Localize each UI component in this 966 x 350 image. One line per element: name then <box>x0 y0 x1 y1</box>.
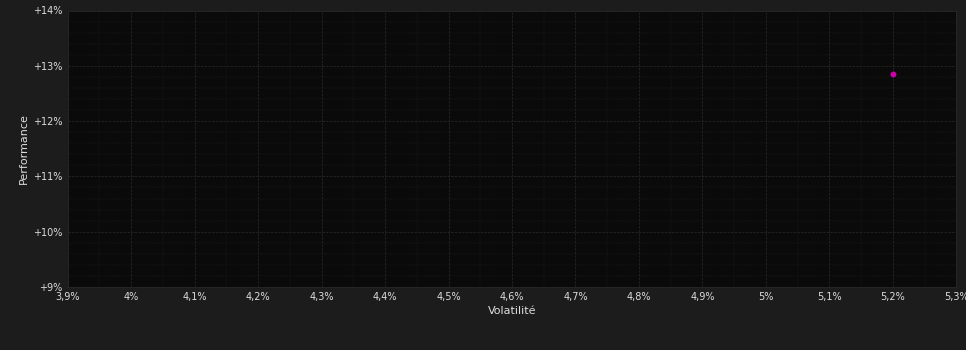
X-axis label: Volatilité: Volatilité <box>488 306 536 316</box>
Y-axis label: Performance: Performance <box>19 113 29 184</box>
Point <box>885 71 900 77</box>
